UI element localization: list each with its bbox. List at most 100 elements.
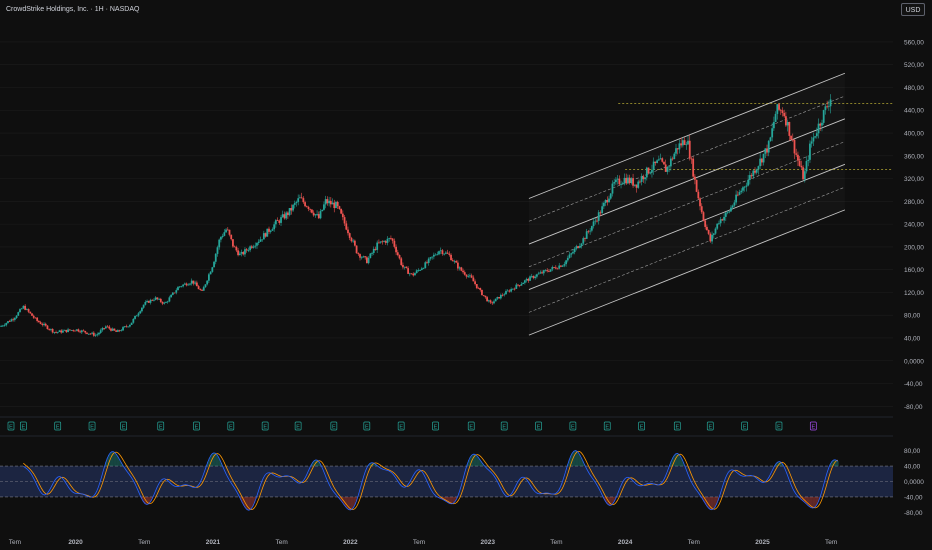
earnings-label: E [122,425,126,431]
candle-body [317,214,320,219]
earnings-badge [330,421,338,431]
candle-body [498,297,501,299]
candle-body [410,273,413,275]
candle-body [262,233,265,240]
candle-body [84,330,87,333]
candle-body [326,199,329,204]
candle-body [760,158,763,163]
candle-body [673,153,676,160]
candle-body [55,332,57,333]
candle-body [226,229,229,231]
candle-body [639,181,641,183]
candle-body [286,212,289,216]
candle-body [304,202,306,207]
price-tick-label: 320,00 [904,176,924,183]
earnings-marker: E [157,421,165,431]
candle-body [604,200,607,203]
candle-body [302,198,305,203]
price-tick-label: 440,00 [904,108,924,115]
candle-body [511,288,514,290]
candle-body [341,213,344,218]
candle-body [299,197,301,199]
channel-line [528,163,846,291]
candle-body [654,161,657,163]
candle-body [62,330,64,333]
horizontal-levels[interactable] [618,103,893,170]
time-tick-label: Tem [9,539,21,546]
earnings-label: E [56,425,60,431]
candle-body [553,267,555,268]
candle-body [237,250,239,256]
candle-body [664,164,667,172]
candle-body [436,254,439,256]
candle-body [149,299,152,303]
candle-body [819,123,822,126]
candle-body [757,166,760,170]
candle-body [580,243,583,246]
candle-body [754,170,756,173]
candle-body [314,214,317,216]
candle-body [77,329,80,332]
candle-body [10,319,13,322]
earnings-label: E [469,425,473,431]
time-tick-label: Tem [550,539,562,546]
candle-body [432,254,435,257]
time-tick-label: 2021 [206,539,221,546]
candle-body [264,233,267,237]
candle-body [826,106,829,108]
earnings-label: E [640,425,644,431]
candle-body [206,280,209,285]
candle-body [110,328,112,331]
candle-body [29,311,32,314]
earnings-label: E [332,425,336,431]
candle-body [541,272,543,274]
candle-body [692,158,695,177]
earnings-badge [54,421,62,431]
candle-body [266,228,269,237]
candle-body [472,277,475,282]
candle-body [788,121,791,136]
candle-body [307,206,310,210]
price-tick-label: 520,00 [904,62,924,69]
earnings-marker: E [432,421,439,431]
candle-body [305,206,308,207]
candle-body [273,224,276,230]
candle-body [606,200,609,203]
candle-body [738,192,741,195]
candle-body [817,123,820,134]
candle-body [807,159,810,162]
oscillator-tick-label: 80,00 [904,448,921,455]
candle-body [159,298,162,302]
earnings-marker: E [673,421,681,431]
candle-body [180,286,183,288]
candle-body [706,226,708,231]
currency-button[interactable]: USD [901,3,925,16]
candle-body [89,333,92,335]
candle-body [257,241,260,243]
candle-body [221,235,224,238]
candle-body [137,313,140,316]
candle-body [513,288,516,290]
candle-body [457,262,459,269]
earnings-label: E [263,425,267,431]
oscillator-tick-label: -80,00 [904,510,923,517]
price-axis[interactable]: 560,00 520,00 480,00 440,00 400,00 360,00 320,… [904,39,924,410]
earnings-label: E [502,425,506,431]
candle-body [415,270,418,274]
price-tick-label: 120,00 [904,290,924,297]
earnings-label: E [743,425,747,431]
candle-body [824,106,827,111]
candle-body [420,268,423,270]
candle-body [292,204,294,211]
time-axis[interactable]: Tem 2020 Tem 2021 Tem 2022 Tem 2023 Tem 2024 Tem 20… [9,539,838,546]
candle-body [56,332,59,333]
candle-body [225,229,227,233]
candle-body [405,266,408,269]
candle-body [493,301,495,304]
candle-body [647,167,650,174]
candle-body [767,141,770,153]
candle-body [190,280,193,284]
candle-body [460,267,463,271]
candle-body [269,230,272,232]
